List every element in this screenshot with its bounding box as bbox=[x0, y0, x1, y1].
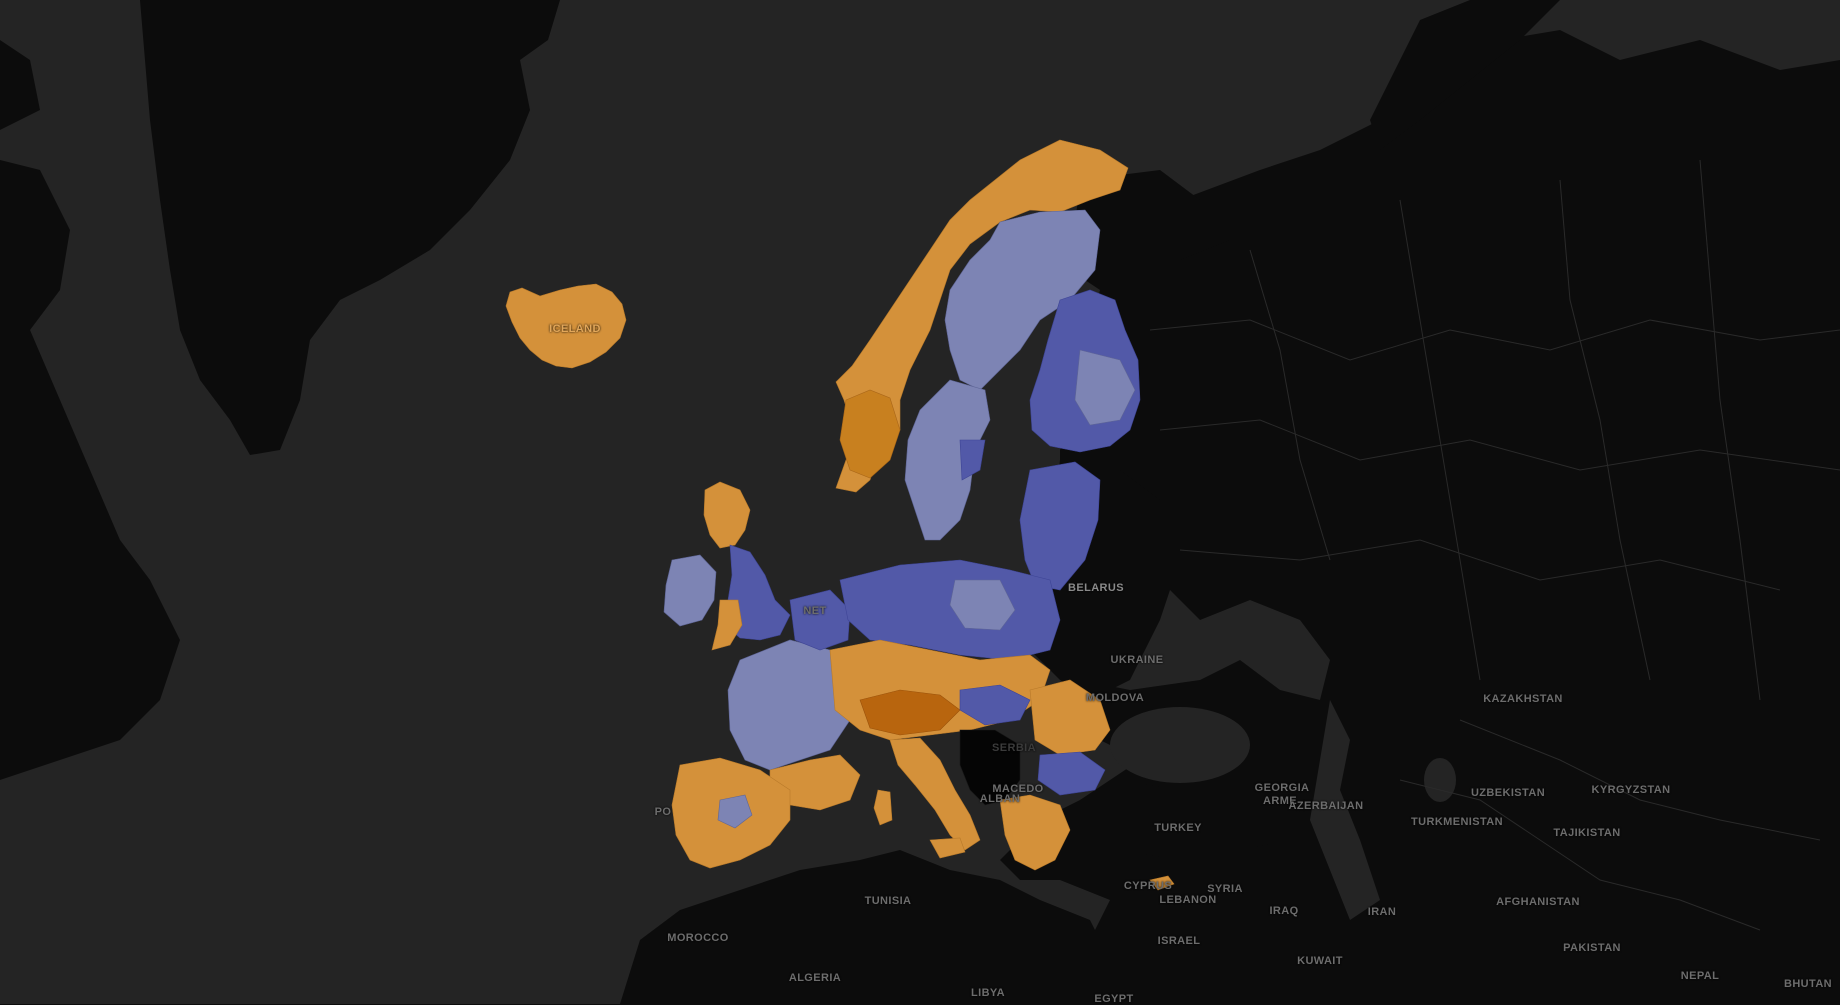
region-iberia-light[interactable] bbox=[717, 794, 753, 829]
label-azerbaijan: AZERBAIJAN bbox=[1288, 800, 1364, 812]
label-syria: SYRIA bbox=[1207, 883, 1243, 895]
region-cyprus[interactable] bbox=[1149, 875, 1175, 891]
label-libya: LIBYA bbox=[971, 987, 1005, 999]
region-scotland[interactable] bbox=[703, 481, 751, 549]
label-pakistan: PAKISTAN bbox=[1563, 942, 1621, 954]
label-iceland: ICELAND bbox=[549, 323, 601, 335]
label-turkmenistan: TURKMENISTAN bbox=[1411, 816, 1503, 828]
label-cyprus: CYPRUS bbox=[1123, 880, 1173, 892]
label-portugal: PO bbox=[654, 806, 672, 818]
region-finland-east[interactable] bbox=[1074, 349, 1136, 426]
label-egypt: EGYPT bbox=[1094, 993, 1134, 1005]
region-baltics[interactable] bbox=[1019, 461, 1101, 591]
label-albania: ALBAN bbox=[979, 793, 1021, 805]
label-iraq: IRAQ bbox=[1269, 905, 1299, 917]
label-nepal: NEPAL bbox=[1680, 970, 1720, 982]
label-armenia: ARME bbox=[1263, 795, 1297, 807]
label-ukraine: UKRAINE bbox=[1110, 654, 1164, 666]
region-sweden-south-blue[interactable] bbox=[959, 439, 986, 481]
region-alps-dark[interactable] bbox=[859, 689, 961, 736]
landmass-greenland bbox=[140, 0, 560, 455]
region-germany-light[interactable] bbox=[949, 579, 1016, 631]
region-greece[interactable] bbox=[999, 794, 1071, 871]
landmass-north-america bbox=[0, 160, 180, 780]
label-bhutan: BHUTAN bbox=[1783, 978, 1833, 990]
label-lebanon: LEBANON bbox=[1159, 894, 1217, 906]
landmass-north-africa bbox=[620, 850, 1120, 1004]
label-israel: ISRAEL bbox=[1157, 935, 1201, 947]
label-kyrgyzstan: KYRGYZSTAN bbox=[1591, 784, 1671, 796]
caspian-sea bbox=[1310, 700, 1380, 920]
region-germany-poland[interactable] bbox=[839, 559, 1061, 661]
region-hungary-blue[interactable] bbox=[959, 684, 1031, 726]
label-uzbekistan: UZBEKISTAN bbox=[1470, 787, 1546, 799]
region-sicily[interactable] bbox=[929, 837, 966, 859]
label-iran: IRAN bbox=[1367, 906, 1397, 918]
label-georgia: GEORGIA bbox=[1254, 782, 1310, 794]
region-ireland[interactable] bbox=[663, 554, 717, 627]
label-algeria: ALGERIA bbox=[788, 972, 842, 984]
asia-admin-borders bbox=[1149, 159, 1840, 931]
region-sardinia[interactable] bbox=[873, 789, 893, 826]
region-bulgaria[interactable] bbox=[1037, 751, 1106, 796]
label-kuwait: KUWAIT bbox=[1297, 955, 1343, 967]
region-england[interactable] bbox=[724, 544, 791, 641]
landmass-kola bbox=[1070, 170, 1230, 290]
label-turkey: TURKEY bbox=[1154, 822, 1202, 834]
label-afghanistan: AFGHANISTAN bbox=[1496, 896, 1580, 908]
region-norway-south[interactable] bbox=[839, 389, 901, 479]
landmass-novaya-zemlya bbox=[1370, 0, 1560, 150]
region-wales-southwest[interactable] bbox=[711, 599, 743, 651]
landmass-turkey bbox=[1080, 780, 1300, 860]
region-romania[interactable] bbox=[1029, 679, 1111, 756]
label-serbia: SERBIA bbox=[992, 742, 1036, 754]
label-tajikistan: TAJIKISTAN bbox=[1553, 827, 1621, 839]
region-sweden-north[interactable] bbox=[944, 209, 1101, 391]
region-iceland[interactable] bbox=[505, 283, 627, 369]
region-italy[interactable] bbox=[889, 737, 981, 851]
label-macedonia: MACEDO bbox=[992, 783, 1044, 795]
black-sea bbox=[1110, 707, 1250, 783]
region-sweden-south[interactable] bbox=[904, 379, 991, 541]
region-benelux[interactable] bbox=[789, 589, 851, 651]
label-belarus: BELARUS bbox=[1068, 582, 1124, 594]
aral-sea bbox=[1424, 758, 1456, 802]
landmass-labrador-islands bbox=[0, 40, 40, 130]
label-kazakhstan: KAZAKHSTAN bbox=[1483, 693, 1563, 705]
label-tunisia: TUNISIA bbox=[864, 895, 912, 907]
label-morocco: MOROCCO bbox=[667, 932, 729, 944]
label-netherlands: NET bbox=[803, 605, 827, 617]
label-moldova: MOLDOVA bbox=[1085, 692, 1145, 704]
